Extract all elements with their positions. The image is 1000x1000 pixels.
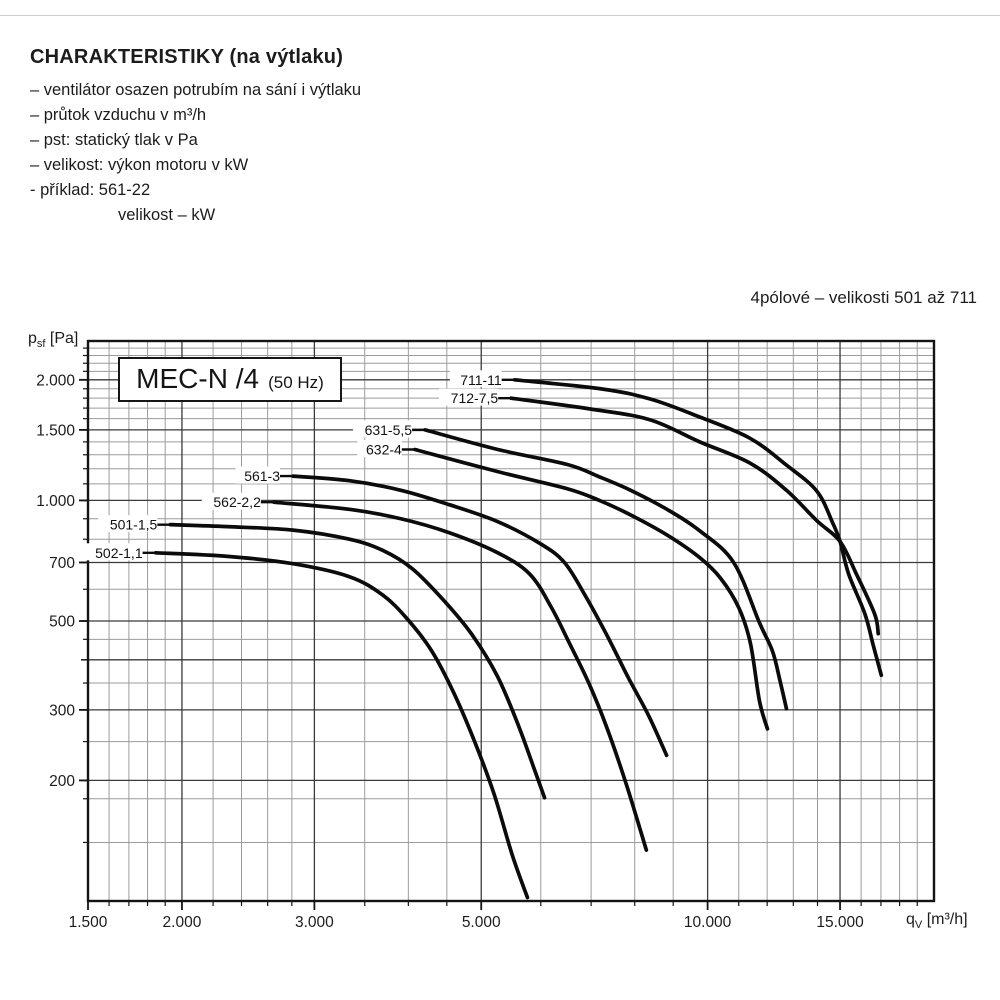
y-tick-label: 1.000 xyxy=(36,493,75,510)
curve-label-bg xyxy=(201,492,261,510)
fan-curve-502-1,1 xyxy=(153,550,530,900)
curve-label-bg xyxy=(98,515,158,533)
x-tick-label: 2.000 xyxy=(163,914,202,931)
curve-label-bg xyxy=(449,370,502,388)
header-block: CHARAKTERISTIKY (na výtlaku) – ventiláto… xyxy=(30,46,361,228)
x-axis-symbol: q xyxy=(906,911,915,928)
tick-labels: 1.500 2.000 3.000 5.000 10.000 15.000 200 300 50… xyxy=(36,372,864,931)
curve-label-562-2,2: 562-2,2 xyxy=(213,494,261,510)
y-axis-subscript: sf xyxy=(36,338,46,351)
bullet-line: – velikost: výkon motoru v kW xyxy=(30,156,249,174)
x-tick-label: 15.000 xyxy=(816,914,864,931)
model-frequency: (50 Hz) xyxy=(268,373,324,392)
fan-curve-501-1,5 xyxy=(168,522,547,800)
grid-major xyxy=(88,341,934,901)
y-axis-unit: [Pa] xyxy=(45,330,79,347)
fan-curve-561-3 xyxy=(291,474,669,758)
x-axis-subscript: V xyxy=(914,919,923,932)
y-tick-label: 1.500 xyxy=(36,422,75,439)
curve-label-bg xyxy=(235,466,281,484)
y-tick-label: 2.000 xyxy=(36,372,75,389)
page-title: CHARAKTERISTIKY (na výtlaku) xyxy=(30,46,344,68)
x-tick-label: 1.500 xyxy=(69,914,108,931)
bullet-line: – pst: statický tlak v Pa xyxy=(30,131,198,149)
fan-curve-711-11 xyxy=(512,377,884,678)
y-tick-label: 700 xyxy=(49,555,75,572)
page-top-rule xyxy=(0,15,1000,16)
fan-curve-631-5,5 xyxy=(423,428,789,711)
curve-label-631-5,5: 631-5,5 xyxy=(365,422,413,438)
curve-label-bg xyxy=(357,439,402,457)
model-label-box: MEC-N /4 (50 Hz) xyxy=(118,357,342,402)
y-axis-symbol: p xyxy=(28,330,37,347)
y-tick-label: 200 xyxy=(49,773,75,790)
bullet-line: – průtok vzduchu v m³/h xyxy=(30,106,207,124)
curve-label-bg xyxy=(352,420,413,438)
x-tick-label: 5.000 xyxy=(462,914,501,931)
chart-series-range-title: 4pólové – velikosti 501 až 711 xyxy=(750,288,977,307)
curve-label-501-1,5: 501-1,5 xyxy=(110,517,158,533)
bullet-line: - příklad: 561-22 xyxy=(30,181,151,199)
x-axis-label: qV [m³/h] xyxy=(906,911,968,931)
bullet-line: – ventilátor osazen potrubím na sání i v… xyxy=(30,81,362,99)
curve-labels: 711-11 712-7,5 631-5,5 632-4 561-3 562-2,2 501… xyxy=(83,370,518,561)
curve-label-bg xyxy=(439,388,499,406)
x-tick-label: 10.000 xyxy=(684,914,732,931)
fan-curve-632-4 xyxy=(412,447,770,731)
curve-label-712-7,5: 712-7,5 xyxy=(451,390,499,406)
bullet-line-indented: velikost – kW xyxy=(118,206,216,224)
curve-label-561-3: 561-3 xyxy=(244,468,280,484)
fan-curves xyxy=(153,377,884,900)
curve-label-632-4: 632-4 xyxy=(366,441,402,457)
fan-curve-562-2,2 xyxy=(272,500,649,852)
curve-label-502-1,1: 502-1,1 xyxy=(95,545,143,561)
y-tick-label: 300 xyxy=(49,702,75,719)
axis-ticks xyxy=(79,347,918,910)
x-tick-label: 3.000 xyxy=(295,914,334,931)
plot-border xyxy=(86,339,936,903)
curve-label-711-11: 711-11 xyxy=(460,372,502,388)
fan-curve-712-7,5 xyxy=(509,396,881,636)
x-axis-unit: [m³/h] xyxy=(922,911,968,928)
model-name: MEC-N /4 xyxy=(136,363,260,394)
y-axis-label: psf [Pa] xyxy=(28,330,78,350)
y-tick-label: 500 xyxy=(49,614,75,631)
curve-label-bg xyxy=(83,543,143,561)
